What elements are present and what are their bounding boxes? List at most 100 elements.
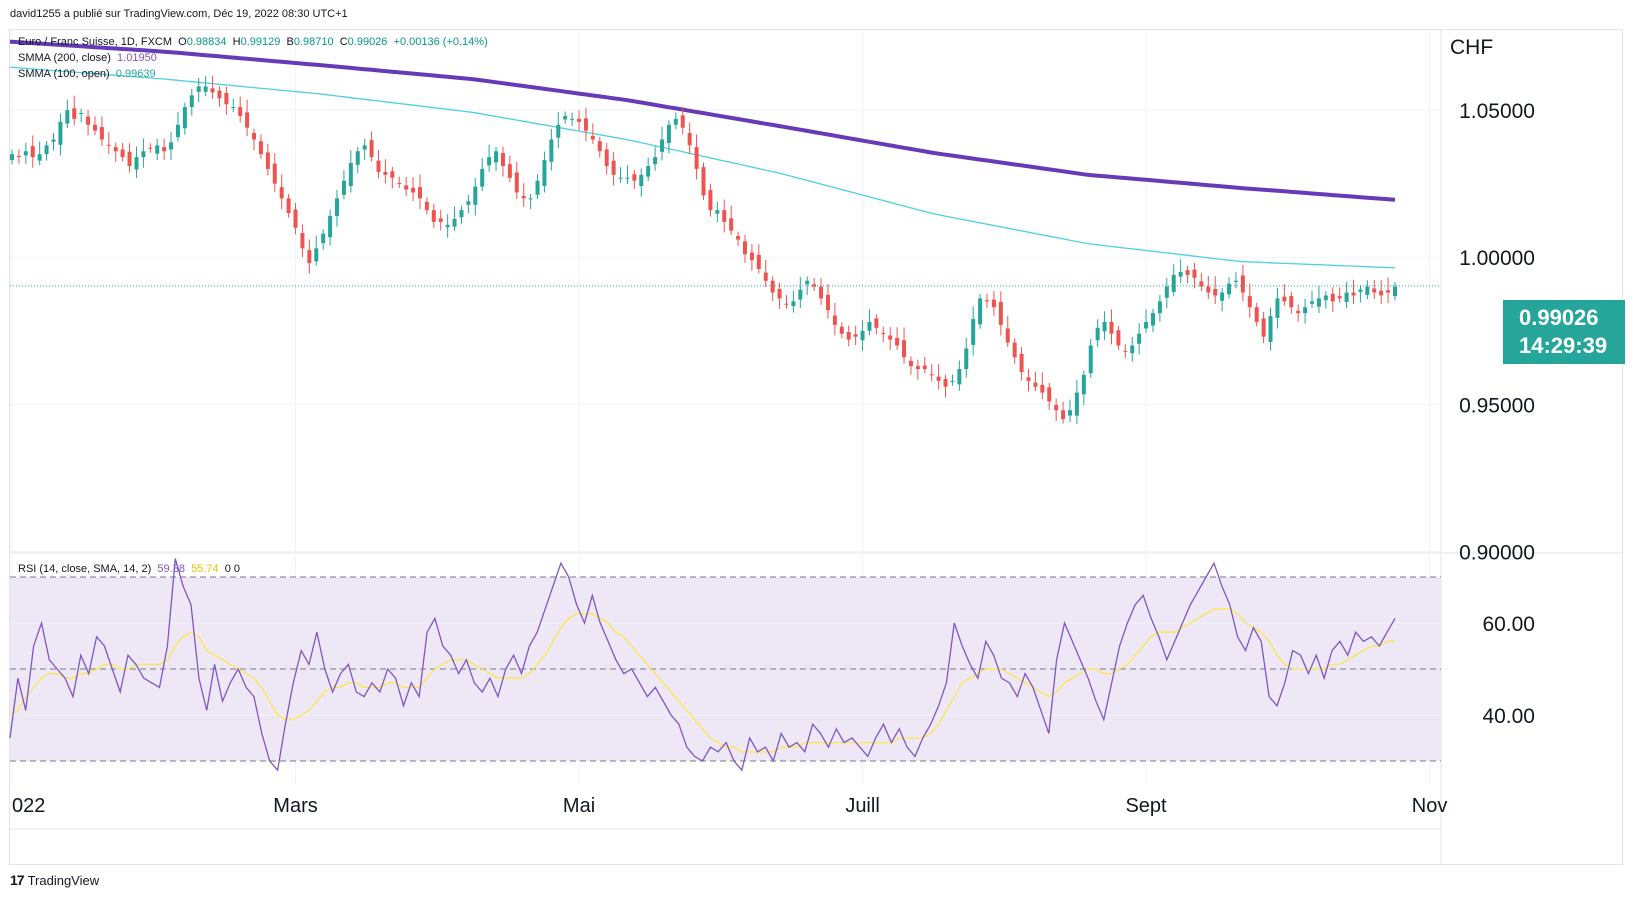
y-tick-label: 1.05000: [1459, 100, 1535, 123]
x-tick-label: Juill: [845, 795, 879, 817]
candle-body: [459, 210, 464, 218]
candle-body: [1144, 321, 1149, 329]
candle-body: [922, 365, 927, 370]
candle-body: [1316, 298, 1321, 307]
symbol-label[interactable]: Euro / Franc Suisse, 1D, FXCM: [18, 36, 173, 48]
candle-body: [341, 180, 346, 195]
rsi-y-tick-label: 40.00: [1482, 705, 1535, 728]
candle-body: [411, 187, 416, 193]
rsi-label[interactable]: RSI (14, close, SMA, 14, 2): [18, 563, 152, 575]
candle-body: [369, 140, 374, 158]
candle-body: [99, 127, 104, 140]
candle-body: [1019, 353, 1024, 372]
x-tick-label: Nov: [1412, 795, 1448, 817]
smma100-label[interactable]: SMMA (100, open): [18, 68, 110, 80]
candle-body: [514, 172, 519, 193]
candle-body: [106, 144, 111, 146]
candle-body: [998, 301, 1003, 325]
candle-body: [424, 201, 429, 211]
candle-body: [79, 112, 84, 114]
candle-body: [874, 318, 879, 328]
candle-body: [1040, 384, 1045, 393]
bar-countdown: 14:29:39: [1519, 333, 1608, 358]
candle-body: [1247, 296, 1252, 308]
low-value: 0.98710: [293, 36, 334, 48]
candle-body: [335, 198, 340, 217]
y-tick-label: 0.95000: [1459, 394, 1535, 417]
candle-body: [1323, 295, 1328, 301]
candle-body: [113, 147, 118, 152]
candle-body: [1026, 377, 1031, 381]
candle-body: [1372, 288, 1377, 293]
candle-body: [1116, 330, 1121, 346]
candle-body: [148, 147, 153, 149]
candle-body: [1310, 301, 1315, 304]
candle-body: [480, 168, 485, 187]
high-value: 0.99129: [240, 36, 281, 48]
candle-body: [1379, 290, 1384, 296]
candle-body: [397, 183, 402, 185]
candle-body: [722, 210, 727, 222]
high-label: H: [232, 36, 241, 48]
candle-body: [141, 151, 146, 158]
candle-body: [805, 280, 810, 285]
candle-body: [92, 124, 97, 131]
candle-body: [175, 124, 180, 138]
candle-body: [417, 187, 422, 199]
candle-body: [265, 152, 270, 169]
candle-body: [362, 145, 367, 150]
candle-body: [1233, 280, 1238, 282]
rsi-legend: RSI (14, close, SMA, 14, 2) 59.38 55.74 …: [18, 561, 240, 577]
close-value: 0.99026: [347, 36, 388, 48]
candle-body: [853, 334, 858, 337]
candle-body: [1192, 269, 1197, 278]
candle-body: [985, 300, 990, 302]
candle-body: [1240, 275, 1245, 293]
candle-body: [355, 151, 360, 165]
smma100-line: [10, 66, 1396, 269]
candle-body: [687, 133, 692, 146]
candle-body: [314, 248, 319, 262]
candle-body: [1185, 270, 1190, 275]
open-label: O: [178, 36, 187, 48]
candle-body: [1296, 310, 1301, 314]
candle-body: [494, 151, 499, 163]
candle-body: [51, 139, 56, 142]
candle-body: [867, 321, 872, 331]
candle-body: [964, 348, 969, 370]
candle-body: [1171, 274, 1176, 292]
candle-body: [549, 139, 554, 162]
smma200-line: [10, 39, 1396, 202]
candle-body: [1289, 296, 1294, 308]
candle-body: [978, 298, 983, 325]
candle-body: [272, 163, 277, 184]
candle-body: [58, 121, 63, 145]
brand-name: TradingView: [27, 872, 100, 888]
candle-body: [383, 171, 388, 175]
candle-body: [521, 195, 526, 199]
candle-body: [639, 174, 644, 186]
x-tick-label: Mai: [563, 795, 595, 817]
candle-body: [542, 160, 547, 186]
candle-body: [1102, 321, 1107, 332]
rsi-value: 59.38: [157, 563, 185, 575]
candle-body: [770, 280, 775, 293]
smma200-label[interactable]: SMMA (200, close): [18, 52, 111, 64]
candle-body: [784, 303, 789, 305]
candle-body: [763, 272, 768, 281]
candle-body: [563, 115, 568, 120]
candle-body: [1261, 318, 1266, 337]
candle-body: [694, 147, 699, 169]
footer-branding[interactable]: 17 TradingView: [10, 872, 99, 888]
candle-body: [701, 167, 706, 196]
candle-body: [936, 376, 941, 381]
candles-group: [10, 75, 1397, 425]
candle-body: [715, 210, 720, 214]
candle-body: [279, 187, 284, 199]
candle-body: [258, 141, 263, 155]
candle-body: [597, 141, 602, 152]
candle-body: [583, 118, 588, 131]
candle-body: [957, 369, 962, 385]
candle-body: [431, 210, 436, 222]
